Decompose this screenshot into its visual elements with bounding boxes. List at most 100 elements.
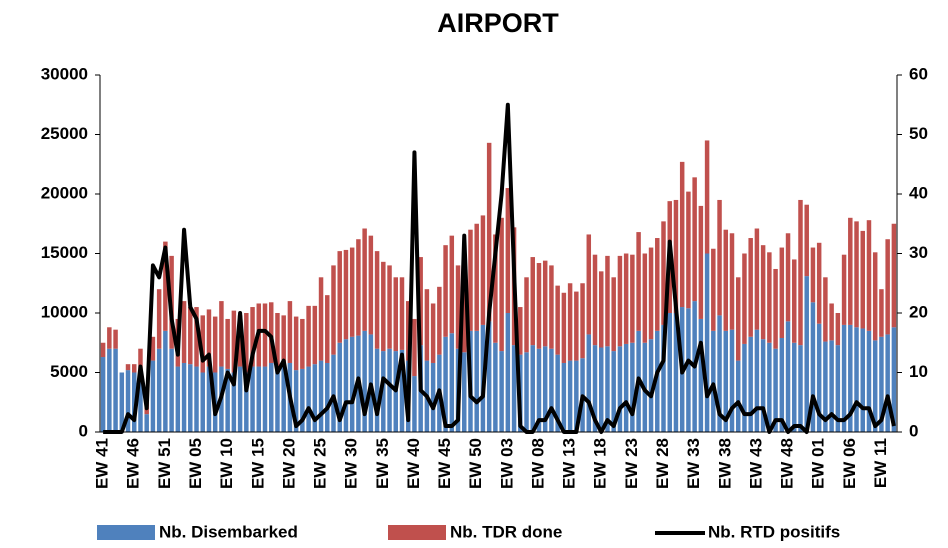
bar	[623, 343, 629, 432]
bar	[281, 315, 286, 367]
bar	[100, 357, 106, 432]
bar	[823, 277, 828, 342]
y-tick-label: 0	[79, 421, 88, 440]
bar	[885, 239, 890, 335]
bar	[325, 362, 330, 432]
bar	[430, 303, 436, 363]
bar	[231, 372, 237, 432]
bar	[773, 348, 778, 432]
x-tick-label: EW 11	[871, 438, 890, 488]
bar	[138, 348, 143, 379]
bar	[848, 324, 853, 432]
bar	[256, 366, 262, 432]
x-tick-label: EW 03	[497, 438, 516, 489]
legend-swatch	[388, 525, 446, 540]
bar	[686, 191, 691, 309]
y2-tick-label: 30	[909, 243, 928, 262]
bar	[468, 229, 473, 331]
bar	[536, 263, 542, 349]
bar	[779, 337, 785, 432]
bar	[493, 234, 498, 343]
bar	[661, 324, 666, 432]
bar	[244, 313, 249, 373]
bar	[156, 348, 162, 432]
bar	[381, 261, 386, 352]
bar	[829, 303, 834, 341]
bar	[717, 315, 722, 432]
bar	[293, 370, 299, 432]
bar	[455, 265, 461, 349]
bar	[673, 199, 679, 313]
y2-tick-label: 20	[909, 302, 928, 321]
bar	[262, 303, 268, 367]
x-tick-label: EW 43	[746, 438, 765, 489]
bar	[331, 265, 336, 355]
bar	[206, 366, 212, 432]
bar	[711, 330, 716, 432]
bar	[729, 233, 735, 330]
bar	[181, 301, 187, 363]
x-tick-label: EW 35	[373, 438, 392, 489]
bar	[667, 313, 672, 432]
y-tick-label: 5000	[50, 362, 88, 381]
bar	[132, 364, 137, 373]
bar	[542, 346, 548, 432]
bar	[536, 348, 542, 432]
bar	[754, 228, 760, 330]
bar	[318, 360, 324, 432]
bar	[150, 360, 156, 432]
bar	[866, 330, 872, 432]
bar	[611, 351, 616, 432]
bar	[387, 348, 392, 432]
bar	[306, 366, 311, 432]
bar	[661, 221, 666, 325]
bar	[760, 245, 766, 340]
bar	[530, 345, 535, 432]
bar	[399, 277, 405, 350]
bar	[698, 205, 704, 319]
bar	[642, 253, 648, 343]
bar	[132, 372, 137, 432]
bar	[580, 283, 585, 359]
bar	[412, 318, 417, 377]
bar	[405, 301, 411, 361]
bar	[748, 336, 753, 432]
bar	[194, 307, 199, 367]
bar	[798, 199, 803, 346]
bar	[399, 349, 405, 432]
bar	[188, 364, 193, 432]
bar	[717, 199, 722, 316]
bar	[872, 340, 878, 432]
bar	[412, 376, 417, 432]
bar	[704, 253, 710, 432]
bar	[804, 276, 809, 432]
x-tick-label: EW 41	[93, 438, 112, 489]
y-tick-label: 25000	[41, 124, 88, 143]
bar	[449, 235, 455, 334]
bar	[592, 254, 598, 346]
bar	[742, 253, 747, 344]
bar	[617, 346, 623, 432]
bar	[698, 318, 704, 432]
bar	[100, 342, 106, 358]
bar	[891, 327, 897, 432]
bar	[767, 342, 772, 432]
bar	[374, 251, 380, 349]
bar	[499, 351, 504, 432]
bar	[362, 228, 367, 331]
bar	[505, 313, 511, 432]
bar	[268, 362, 274, 432]
bar	[829, 340, 834, 432]
bar	[605, 255, 610, 347]
bar	[804, 204, 809, 277]
bar	[567, 283, 573, 361]
bar	[325, 295, 330, 363]
bar	[823, 341, 828, 432]
bar	[262, 366, 268, 432]
bar	[617, 255, 623, 347]
bar	[181, 362, 187, 432]
bar	[486, 142, 492, 322]
bar	[300, 318, 305, 369]
x-tick-label: EW 20	[279, 438, 298, 489]
bar	[107, 327, 112, 349]
